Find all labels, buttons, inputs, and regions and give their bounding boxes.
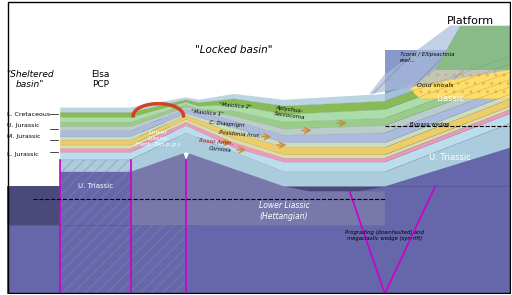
Text: "Maiolica 2": "Maiolica 2" xyxy=(219,102,252,110)
Text: L. Jurassic: L. Jurassic xyxy=(7,152,39,157)
Polygon shape xyxy=(186,133,385,225)
Polygon shape xyxy=(385,74,510,186)
Polygon shape xyxy=(60,87,510,142)
Text: "Maiolica 1": "Maiolica 1" xyxy=(191,109,224,116)
Text: U. Jurassic: U. Jurassic xyxy=(7,123,40,128)
Polygon shape xyxy=(60,99,510,155)
Polygon shape xyxy=(7,186,510,294)
Text: U. Triassic: U. Triassic xyxy=(78,183,113,189)
Polygon shape xyxy=(60,123,510,186)
Polygon shape xyxy=(60,79,510,135)
Text: Aptychus-
Saccocoma: Aptychus- Saccocoma xyxy=(274,105,307,120)
Text: Ooid shoals: Ooid shoals xyxy=(417,83,453,88)
Text: L. Cretaceous: L. Cretaceous xyxy=(7,112,51,117)
Text: Posidonia lmst.: Posidonia lmst. xyxy=(219,130,261,138)
Text: Lower
Liassic
(Hett.-Sin.p.p.): Lower Liassic (Hett.-Sin.p.p.) xyxy=(135,130,182,147)
Polygon shape xyxy=(410,70,510,99)
Text: Corniola: Corniola xyxy=(209,146,232,153)
Polygon shape xyxy=(60,106,510,158)
Polygon shape xyxy=(7,186,510,294)
Text: U. Triassic: U. Triassic xyxy=(429,153,471,162)
Polygon shape xyxy=(60,160,131,225)
Polygon shape xyxy=(60,50,510,112)
Text: M. Jurassic: M. Jurassic xyxy=(7,134,41,139)
Polygon shape xyxy=(131,116,186,225)
Text: Lower Liassic
(Hettangian): Lower Liassic (Hettangian) xyxy=(259,201,310,221)
Polygon shape xyxy=(60,64,510,122)
Text: Rosso Amm.: Rosso Amm. xyxy=(199,138,233,146)
Text: ?coral / Ellipsactinia
reef...: ?coral / Ellipsactinia reef... xyxy=(400,52,454,63)
Polygon shape xyxy=(435,26,510,70)
Polygon shape xyxy=(60,56,510,117)
Text: Prograding (downfaulted) and
megaclastic wedge (syn-rift): Prograding (downfaulted) and megaclastic… xyxy=(345,230,424,240)
Polygon shape xyxy=(60,94,510,148)
Polygon shape xyxy=(60,109,510,162)
Text: Liassic: Liassic xyxy=(436,94,464,103)
Text: "Locked basin": "Locked basin" xyxy=(195,45,272,55)
Text: Elsa
PCP: Elsa PCP xyxy=(91,70,110,89)
Polygon shape xyxy=(60,72,510,129)
Polygon shape xyxy=(370,26,510,94)
Text: Bypass wedge: Bypass wedge xyxy=(410,122,450,127)
Text: Platform: Platform xyxy=(447,16,494,26)
Polygon shape xyxy=(60,113,510,172)
Text: "Sheltered
basin": "Sheltered basin" xyxy=(6,70,54,89)
Text: C. Diasprigni: C. Diasprigni xyxy=(209,120,244,128)
Polygon shape xyxy=(385,50,510,123)
